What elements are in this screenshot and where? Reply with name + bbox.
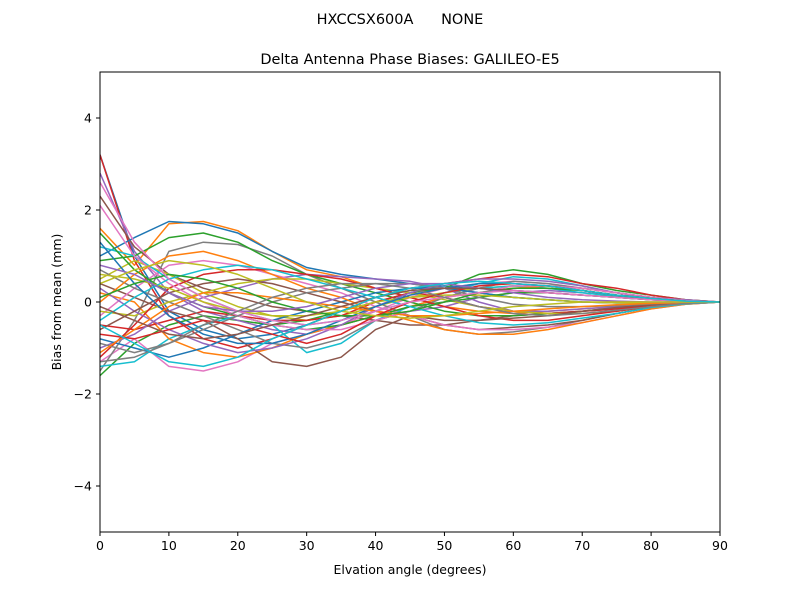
series-line-37 (100, 182, 720, 326)
series-line-29 (100, 273, 720, 317)
y-tick-label: −2 (74, 387, 92, 402)
series-line-30 (100, 264, 720, 326)
x-tick-label: 90 (712, 538, 728, 553)
x-axis-label: Elvation angle (degrees) (333, 562, 486, 577)
x-tick-label: 10 (161, 538, 177, 553)
series-line-22 (100, 250, 720, 335)
chart-title: Delta Antenna Phase Biases: GALILEO-E5 (260, 52, 559, 68)
x-tick-label: 80 (643, 538, 659, 553)
series-line-32 (100, 292, 720, 354)
x-tick-label: 50 (436, 538, 452, 553)
series-layer (100, 154, 720, 377)
series-line-35 (100, 264, 720, 312)
y-axis-label: Bias from mean (mm) (49, 234, 64, 371)
series-line-39 (100, 259, 720, 319)
series-line-40 (100, 280, 720, 368)
x-tick-label: 20 (230, 538, 246, 553)
x-tick-label: 0 (96, 538, 104, 553)
chart-suptitle: HXCCSX600A NONE (317, 12, 484, 28)
x-tick-label: 30 (299, 538, 315, 553)
x-tick-label: 40 (368, 538, 384, 553)
ticks-layer: 0 10 20 30 40 50 60 70 80 90 −4 −2 0 2 4 (74, 111, 728, 554)
y-tick-label: 2 (84, 203, 92, 218)
x-tick-label: 60 (505, 538, 521, 553)
y-tick-label: −4 (74, 479, 92, 494)
x-tick-label: 70 (574, 538, 590, 553)
y-tick-label: 4 (84, 111, 92, 126)
y-tick-label: 0 (84, 295, 92, 310)
